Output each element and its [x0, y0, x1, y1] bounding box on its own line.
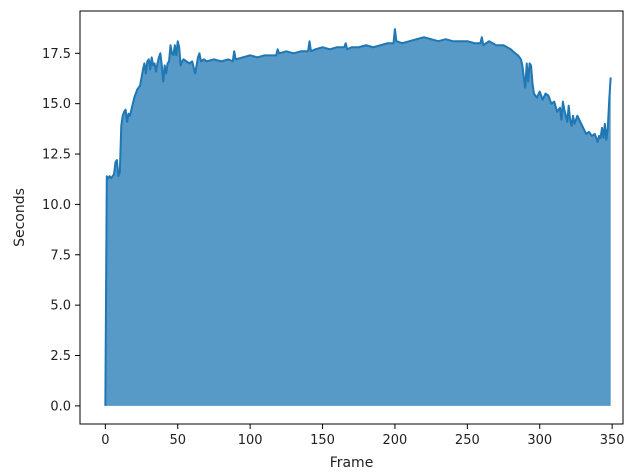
x-tick-label: 300	[527, 433, 552, 448]
y-tick-label: 10.0	[42, 198, 71, 213]
y-tick-label: 2.5	[50, 349, 71, 364]
x-tick-label: 0	[101, 433, 109, 448]
x-tick-label: 100	[238, 433, 263, 448]
y-tick-label: 12.5	[42, 148, 71, 163]
plot-area	[104, 28, 612, 406]
x-tick-label: 200	[383, 433, 408, 448]
x-axis-label: Frame	[330, 455, 374, 471]
x-tick-label: 350	[600, 433, 625, 448]
y-tick-label: 5.0	[50, 299, 71, 314]
x-tick-label: 50	[169, 433, 186, 448]
y-tick-label: 17.5	[42, 47, 71, 62]
series-line	[104, 28, 612, 406]
x-tick-label: 150	[310, 433, 335, 448]
area-fill	[105, 29, 611, 406]
y-tick-label: 7.5	[50, 248, 71, 263]
y-tick-label: 15.0	[42, 97, 71, 112]
y-axis-label: Seconds	[12, 188, 28, 247]
axes-frame	[79, 10, 624, 425]
y-tick-label: 0.0	[50, 399, 71, 414]
ticks: 0 50 100 150 200 250 300 350 0.0 2.5 5.0 7.5 10.0 12.…	[42, 47, 625, 448]
x-tick-label: 250	[455, 433, 480, 448]
